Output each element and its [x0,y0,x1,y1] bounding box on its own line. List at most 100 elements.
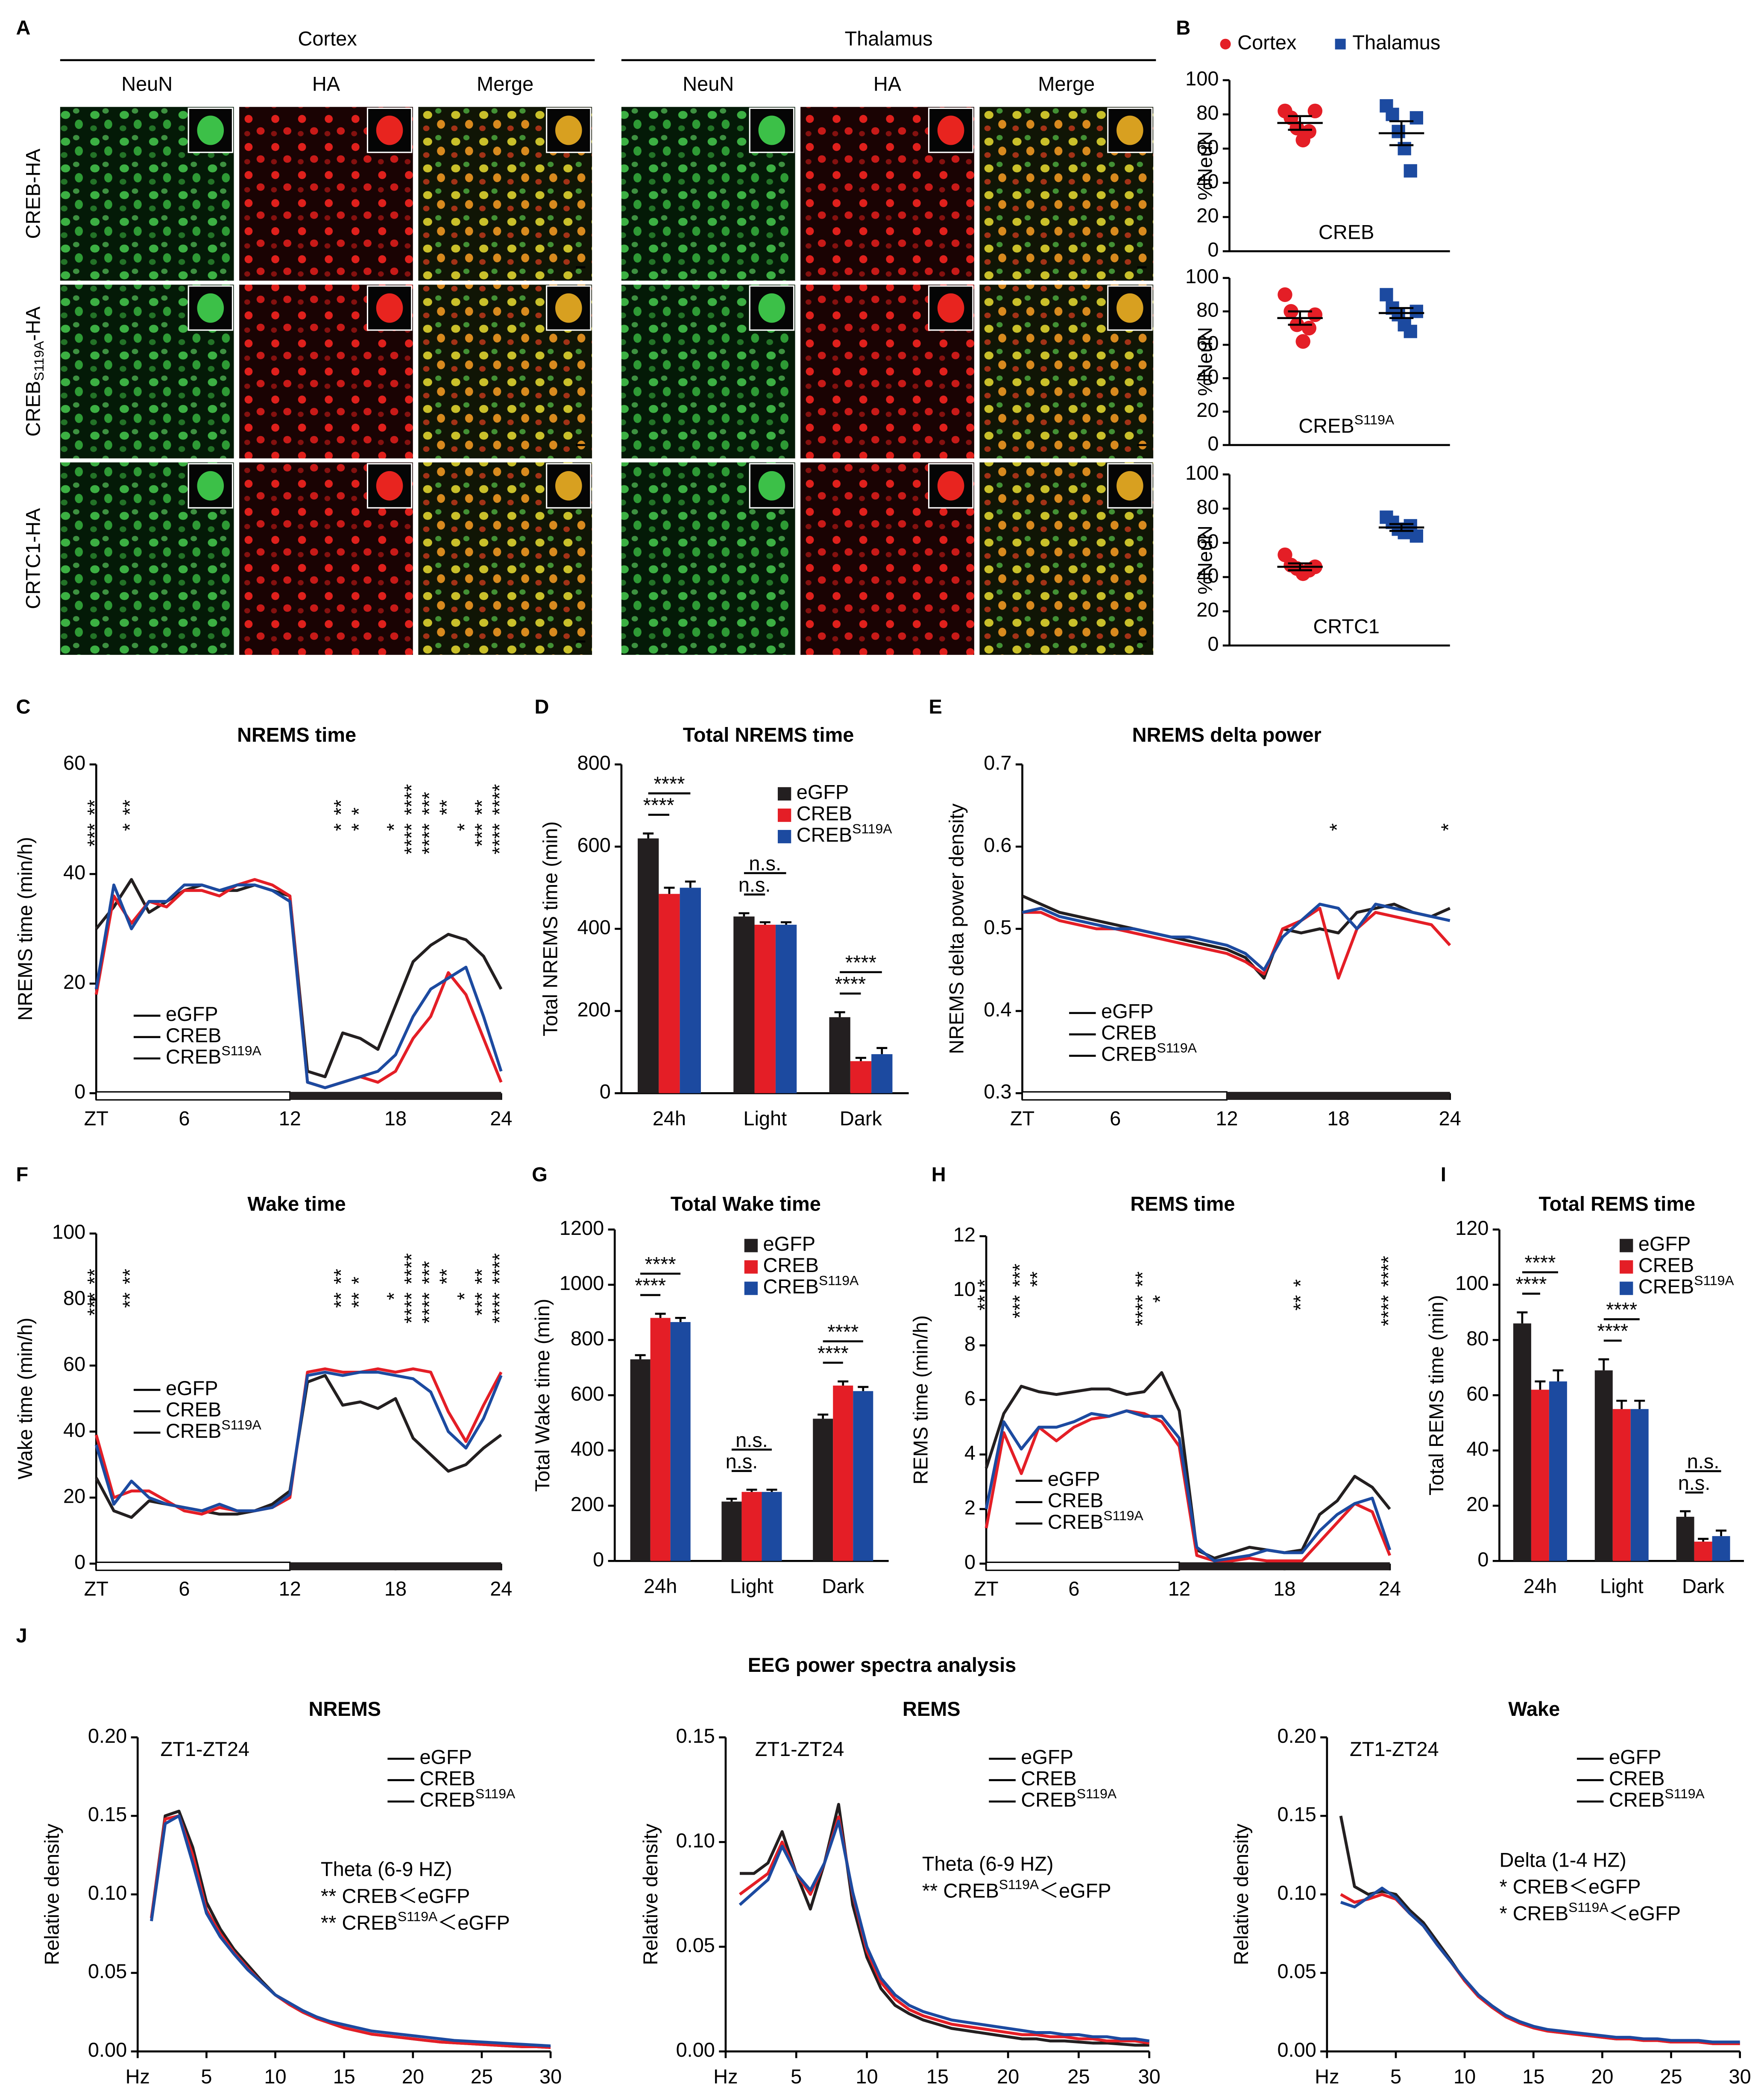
y-tick-label: 0.15 [1278,1803,1316,1826]
y-tick-label: 10 [953,1278,976,1300]
bar [754,924,776,1093]
x-tick-label: 15 [333,2066,355,2088]
section-title: EEG power spectra analysis [748,1654,1017,1676]
line [738,1815,1150,2045]
x-tick-label: 20 [997,2066,1019,2088]
y-tick-label: 0.5 [984,916,1011,938]
significance-stars: ** [1026,1271,1049,1287]
y-tick-label: 0 [593,1548,604,1571]
data-point [1409,305,1423,318]
bar [1513,1323,1531,1561]
x-tick-label: 12 [279,1107,301,1129]
x-tick-label: ZT [1010,1107,1034,1129]
note-part: ** CREB [321,1912,398,1934]
legend-label-part: S119A [1077,1786,1117,1801]
y-axis-label: Relative density [41,1823,63,1965]
bar [853,1391,873,1561]
panel-label: CRTC1 [1313,616,1380,638]
y-tick-label: 0.20 [88,1725,127,1747]
significance-stars: * [383,1292,405,1300]
legend-label: Thalamus [1352,32,1440,54]
x-tick-label: 18 [384,1578,407,1600]
legend-label-part: CREB [1021,1768,1076,1790]
panel-label-part: CREB [1298,415,1354,437]
legend-label: eGFP [166,1377,218,1399]
legend-label-part: CREB [1101,1043,1157,1065]
note: ** CREBS119A＜eGFP [321,1909,510,1934]
bar [1531,1390,1549,1561]
panel-letter: I [1441,1164,1446,1186]
significance-stars: ** [330,1269,352,1284]
y-axis-label: Wake time (min/h) [14,1318,36,1480]
legend-label-part: CREB [419,1768,475,1790]
legend-label: CREB [419,1768,475,1790]
dark-phase-bar [1179,1562,1390,1571]
chart-title: Total NREMS time [683,724,854,746]
significance-stars: *** [471,823,493,847]
legend-label-part: CREB [797,824,852,846]
significance-label: **** [818,1342,849,1364]
line [740,1803,1149,2047]
legend-label: eGFP [1021,1746,1073,1768]
x-tick-label: 25 [1067,2066,1090,2088]
note-part: * CREB＜eGFP [1499,1876,1641,1898]
significance-label: n.s. [738,874,771,896]
significance-stars: * [330,823,352,831]
legend-label-part: eGFP [1609,1746,1661,1768]
legend-label-part: eGFP [166,1377,218,1399]
y-tick-label: 80 [1466,1327,1489,1349]
bar [733,916,755,1093]
line [738,1819,1150,2043]
significance-stars: *** [418,1261,440,1284]
data-point [1380,288,1393,302]
significance-stars: *** [418,792,440,815]
y-tick-label: 0.10 [676,1829,715,1852]
y-tick-label: 0.05 [88,1960,127,1982]
row-label: CREB-HA [22,148,44,239]
data-point [1278,287,1292,302]
bar [1594,1370,1613,1561]
significance-stars: **** [1377,1256,1399,1287]
legend-label-part: eGFP [1101,1000,1154,1023]
y-tick-label: 100 [1185,67,1219,90]
x-tick-label: 5 [1390,2066,1401,2088]
note-part: ** CREB [922,1880,999,1902]
stain-label: HA [873,73,902,95]
significance-stars: **** [489,1253,511,1284]
y-tick-label: 2 [964,1496,976,1519]
y-tick-label: 800 [571,1327,604,1349]
light-phase-bar [95,1091,291,1101]
data-point [1301,320,1316,336]
y-tick-label: 60 [1196,530,1219,552]
y-tick-label: 100 [1185,265,1219,287]
significance-stars: ** [330,1292,352,1308]
legend-label-part: CREB [763,1254,819,1276]
y-tick-label: 20 [1196,598,1219,621]
x-tick-label: Hz [1315,2066,1339,2088]
legend-label: CREB [1609,1768,1664,1790]
x-tick-label: 6 [1110,1107,1121,1129]
inset-cell [1116,293,1143,323]
y-tick-label: 1000 [560,1272,604,1294]
x-tick-label: Dark [1682,1575,1725,1597]
x-tick-label: Light [1600,1575,1644,1597]
y-tick-label: 60 [1196,332,1219,355]
y-axis-label: %NeuN [1194,525,1216,595]
x-tick-label: 12 [279,1578,301,1600]
significance-stars: * [973,1279,996,1287]
stain-label: Merge [1038,73,1095,95]
significance-stars: * [1289,1279,1312,1287]
significance-label: n.s. [735,1429,768,1451]
x-tick-label: 12 [1216,1107,1238,1129]
bar [1694,1542,1712,1561]
y-tick-label: 60 [1466,1383,1489,1405]
x-tick-label: Light [730,1575,774,1597]
significance-label: **** [835,973,866,995]
stain-label: NeuN [121,73,173,95]
legend-label: eGFP [1101,1000,1154,1023]
significance-stars: **** [418,823,440,854]
y-tick-label: 80 [63,1287,85,1309]
x-tick-label: 5 [791,2066,802,2088]
y-tick-label: 20 [1196,399,1219,421]
legend-label-part: S119A [852,821,892,836]
